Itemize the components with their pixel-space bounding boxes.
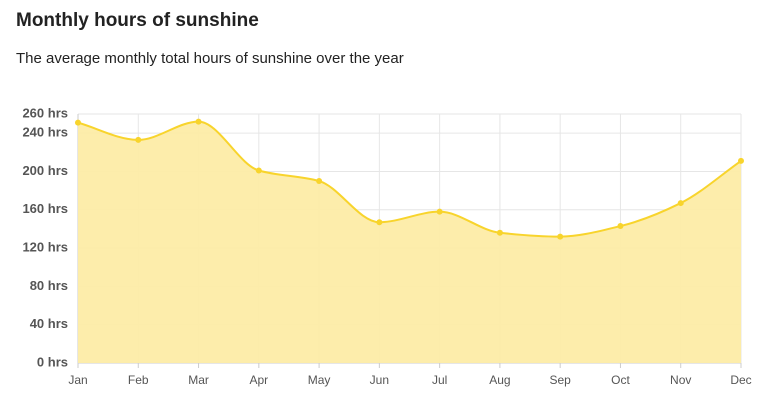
point <box>496 229 503 236</box>
x-tick-label: Feb <box>128 373 149 387</box>
y-tick-label: 40 hrs <box>30 316 68 331</box>
chart-title: Monthly hours of sunshine <box>16 10 259 31</box>
x-tick-label: Dec <box>730 373 751 387</box>
x-tick-label: May <box>308 373 331 387</box>
y-tick-label: 200 hrs <box>22 163 68 178</box>
x-tick-label: Nov <box>670 373 691 387</box>
point <box>255 167 262 174</box>
y-tick-label: 120 hrs <box>22 240 68 255</box>
point <box>376 219 383 226</box>
x-tick-label: Sep <box>550 373 572 387</box>
point <box>557 233 564 240</box>
y-tick-label: 160 hrs <box>22 201 68 216</box>
x-tick-label: Jul <box>432 373 447 387</box>
line <box>77 120 742 238</box>
x-tick-label: Apr <box>249 373 268 387</box>
y-tick-label: 0 hrs <box>37 354 68 369</box>
point <box>195 118 202 125</box>
x-tick-label: Jan <box>68 373 87 387</box>
point <box>75 119 81 126</box>
x-tick-label: Oct <box>611 373 630 387</box>
point <box>316 178 323 185</box>
point <box>677 200 684 207</box>
y-tick-label: 260 hrs <box>22 105 68 120</box>
x-tick-label: Aug <box>489 373 510 387</box>
point <box>738 157 744 164</box>
point <box>617 223 624 230</box>
chart-subtitle: The average monthly total hours of sunsh… <box>16 50 404 67</box>
area-fill <box>78 121 741 364</box>
x-tick-label: Jun <box>370 373 389 387</box>
x-tick-label: Mar <box>188 373 209 387</box>
y-tick-label: 80 hrs <box>30 278 68 293</box>
point <box>436 208 443 215</box>
point <box>135 136 142 143</box>
y-tick-label: 240 hrs <box>22 125 68 140</box>
